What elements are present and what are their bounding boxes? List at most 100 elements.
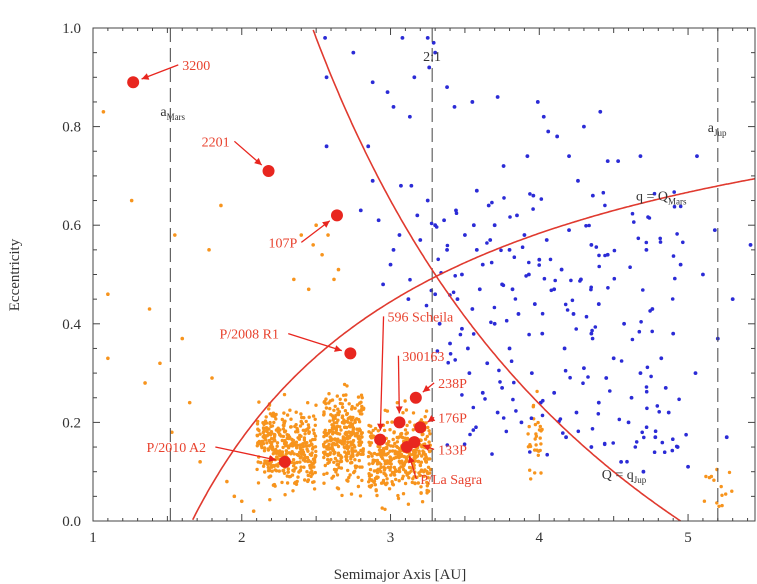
comet-point <box>425 35 430 40</box>
comet-point <box>565 308 570 312</box>
comet-point <box>323 35 327 40</box>
asteroid-point <box>262 446 267 450</box>
asteroid-point <box>353 445 357 449</box>
asteroid-point <box>404 438 409 442</box>
asteroid-point <box>405 431 409 435</box>
comet-point <box>455 297 460 302</box>
highlighted-object-label: P/2008 R1 <box>219 328 279 343</box>
asteroid-point <box>332 467 337 472</box>
asteroid-point <box>427 440 431 444</box>
asteroid-point <box>355 431 359 435</box>
asteroid-point <box>322 472 326 476</box>
asteroid-point <box>336 267 341 272</box>
asteroid-point <box>311 414 316 418</box>
asteroid-point <box>293 424 297 429</box>
asteroid-point <box>268 433 273 437</box>
asteroid-point <box>388 428 392 432</box>
asteroid-point <box>368 467 373 472</box>
asteroid-point <box>306 423 311 427</box>
comet-point <box>519 420 524 425</box>
asteroid-point <box>391 449 395 453</box>
boundary-curve <box>191 177 756 521</box>
comet-point <box>670 297 675 301</box>
asteroid-point <box>345 384 349 388</box>
asteroid-point <box>356 475 360 479</box>
comet-point <box>648 309 652 313</box>
comet-point <box>501 283 506 288</box>
asteroid-point <box>345 419 349 424</box>
asteroid-point <box>307 430 311 434</box>
comet-point <box>381 282 385 287</box>
asteroid-point <box>295 443 300 447</box>
comet-point <box>351 50 356 55</box>
comet-point <box>513 297 518 301</box>
asteroid-point <box>286 433 291 437</box>
comet-point <box>437 321 442 326</box>
asteroid-point <box>379 462 383 466</box>
asteroid-point <box>534 432 538 436</box>
asteroid-point <box>322 400 326 404</box>
highlighted-objects-layer: 3200 2201 107P P/2008 R1 596 Scheila 300163 23… <box>127 59 483 488</box>
highlighted-object-point <box>278 455 291 468</box>
asteroid-point <box>342 441 346 445</box>
asteroid-point <box>396 496 401 501</box>
comet-point <box>501 164 506 168</box>
asteroid-point <box>372 469 377 473</box>
comet-point <box>658 240 663 244</box>
asteroid-point <box>357 409 361 413</box>
comet-point <box>558 417 563 421</box>
comet-point <box>537 257 542 262</box>
asteroid-point <box>403 428 408 432</box>
asteroid-point <box>417 471 421 475</box>
asteroid-point <box>288 436 292 440</box>
asteroid-point <box>302 453 307 457</box>
asteroid-point <box>376 467 380 471</box>
comet-point <box>541 398 545 403</box>
comet-point <box>597 264 601 269</box>
asteroid-point <box>390 482 395 486</box>
comet-point <box>659 356 664 361</box>
comet-point <box>634 440 639 444</box>
highlighted-object-label: 2201 <box>202 135 230 150</box>
asteroid-point <box>386 465 390 469</box>
comet-point <box>474 425 478 430</box>
asteroid-point <box>285 481 290 485</box>
asteroid-point <box>307 425 311 430</box>
comet-point <box>446 360 451 365</box>
comet-point <box>628 265 632 270</box>
comet-point <box>540 413 545 418</box>
asteroid-point <box>275 441 280 445</box>
asteroid-point <box>394 477 398 482</box>
asteroid-point <box>401 411 405 415</box>
asteroid-point <box>536 420 540 425</box>
asteroid-point <box>268 462 272 466</box>
asteroid-point <box>278 432 282 436</box>
annotation-arrow-line <box>215 446 277 461</box>
highlighted-object-label: 238P <box>438 377 467 392</box>
comet-point <box>448 352 453 356</box>
asteroid-point <box>298 460 302 464</box>
asteroid-point <box>274 469 279 473</box>
asteroid-point <box>355 427 359 431</box>
asteroid-point <box>348 440 353 444</box>
asteroid-point <box>306 287 311 292</box>
asteroid-point <box>395 401 399 405</box>
asteroid-point <box>391 444 395 448</box>
asteroid-point <box>258 460 263 465</box>
comet-point <box>666 410 671 415</box>
asteroid-point <box>336 462 341 467</box>
y-tick-label: 0.2 <box>62 415 81 431</box>
asteroid-point <box>285 413 290 417</box>
asteroid-point <box>275 444 279 448</box>
asteroid-point <box>322 412 326 416</box>
asteroid-point <box>170 430 174 435</box>
comet-point <box>678 262 683 267</box>
comet-point <box>712 228 717 233</box>
comet-point <box>442 218 446 223</box>
comet-point <box>409 183 414 188</box>
asteroid-point <box>106 292 110 297</box>
asteroid-point <box>385 481 389 485</box>
asteroid-point <box>408 420 412 424</box>
asteroid-point <box>426 465 431 469</box>
asteroid-point <box>361 447 365 451</box>
